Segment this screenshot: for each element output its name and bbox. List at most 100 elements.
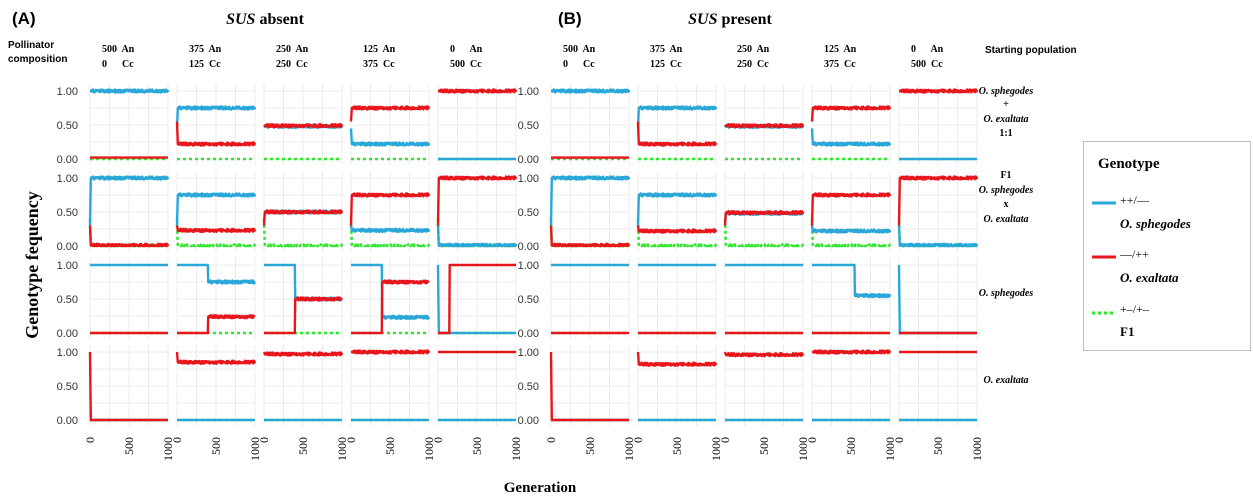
pollinator-label-line1: Pollinator: [8, 40, 54, 51]
series-sphegodes: [176, 263, 257, 285]
y-tick-label: 0.50: [57, 381, 78, 393]
series-exaltata: [262, 351, 344, 357]
y-axis-title: Genotype fequency: [22, 191, 42, 339]
panel-B10: [549, 171, 631, 253]
x-tick-label: 1000: [422, 437, 436, 461]
column-header-bottom: 125 Cc: [650, 59, 682, 70]
x-tick-label: 1000: [161, 437, 175, 461]
x-tick-label: 500: [931, 437, 945, 455]
column-header-top: 250 An: [276, 44, 309, 55]
series-exaltata: [175, 225, 257, 234]
column-header-bottom: 500 Cc: [911, 59, 943, 70]
series-sphegodes: [810, 128, 892, 147]
series-sphegodes: [811, 263, 892, 299]
series-sphegodes: [636, 192, 718, 226]
panel-B21: [637, 258, 717, 340]
panel-A32: [262, 345, 344, 427]
y-tick-label: 1.00: [518, 173, 539, 185]
panel-A02: [262, 84, 344, 166]
legend-code-exaltata: ––/++: [1120, 247, 1149, 261]
series-exaltata: [636, 225, 718, 234]
panel-B34: [898, 345, 978, 427]
series-exaltata: [810, 105, 892, 122]
series-exaltata: [350, 349, 431, 355]
column-header-bottom: 0 Cc: [563, 59, 595, 70]
panel-A24: [436, 258, 517, 340]
panel-B24: [897, 258, 978, 340]
x-tick-label: 0: [718, 437, 732, 443]
row-label-1: 1:1: [999, 128, 1012, 139]
series-sphegodes: [175, 192, 257, 226]
y-tick-label: 1.00: [518, 347, 539, 359]
x-tick-label: 1000: [335, 437, 349, 461]
panel-A14: [436, 171, 518, 253]
x-tick-label: 500: [757, 437, 771, 455]
y-tick-label: 0.50: [518, 294, 539, 306]
series-exaltata: [724, 123, 805, 129]
y-tick-label: 0.50: [57, 120, 78, 132]
y-tick-label: 1.00: [518, 260, 539, 272]
panel-B00: [550, 84, 631, 166]
series-f1: [262, 218, 344, 248]
panel-B32: [723, 345, 805, 427]
series-exaltata: [549, 351, 630, 422]
column-header-bottom: 250 Cc: [276, 59, 308, 70]
series-exaltata: [723, 351, 805, 358]
panel-label-a: (A): [12, 9, 36, 28]
x-tick-label: 1000: [709, 437, 723, 461]
series-exaltata: [437, 88, 518, 94]
y-tick-label: 1.00: [57, 173, 78, 185]
panel-A03: [349, 84, 431, 166]
row-label-2: F1: [1000, 170, 1011, 181]
panel-A10: [88, 171, 170, 253]
panel-B14: [897, 171, 979, 253]
series-sphegodes: [350, 263, 431, 321]
row-label-2: O. exaltata: [984, 214, 1029, 225]
row-label-4: O. exaltata: [984, 375, 1029, 386]
panel-A21: [176, 258, 257, 340]
x-tick-label: 500: [670, 437, 684, 455]
x-tick-label: 500: [583, 437, 597, 455]
x-tick-label: 0: [83, 437, 97, 443]
y-tick-label: 1.00: [518, 86, 539, 98]
y-tick-label: 1.00: [57, 260, 78, 272]
column-header-top: 125 An: [824, 44, 857, 55]
series-f1: [175, 218, 257, 248]
pollinator-label-line2: composition: [8, 54, 67, 65]
row-label-1: O. sphegodes: [979, 86, 1034, 97]
legend-name-exaltata: O. exaltata: [1120, 270, 1179, 285]
series-f1: [723, 218, 805, 248]
series-exaltata: [349, 192, 431, 226]
column-header-top: 500 An: [102, 44, 135, 55]
x-tick-label: 0: [892, 437, 906, 443]
x-tick-label: 0: [631, 437, 645, 443]
y-tick-label: 0.00: [518, 241, 539, 253]
panel-B11: [636, 171, 718, 253]
legend-code-f1: +–/+–: [1120, 302, 1149, 316]
panel-B20: [550, 258, 630, 340]
column-header-bottom: 250 Cc: [737, 59, 769, 70]
x-tick-label: 1000: [970, 437, 984, 461]
column-header-top: 0 An: [450, 44, 483, 55]
x-axis-title: Generation: [504, 480, 577, 496]
series-exaltata: [436, 175, 518, 226]
panel-A33: [350, 345, 431, 427]
panel-B33: [811, 345, 892, 427]
panel-B13: [810, 171, 892, 253]
row-label-1: O. exaltata: [984, 114, 1029, 125]
column-header-bottom: 375 Cc: [824, 59, 856, 70]
series-exaltata: [176, 314, 256, 335]
legend-swatch-f1: [1092, 311, 1116, 315]
panel-A04: [437, 84, 518, 166]
panel-A20: [89, 258, 169, 340]
series-sphegodes: [436, 264, 517, 335]
x-tick-label: 0: [431, 437, 445, 443]
series-exaltata: [636, 121, 718, 147]
legend-title: Genotype: [1098, 156, 1160, 172]
y-tick-label: 0.00: [518, 415, 539, 427]
y-tick-label: 1.00: [57, 347, 78, 359]
x-tick-label: 0: [257, 437, 271, 443]
panel-B04: [898, 84, 979, 166]
series-exaltata: [263, 123, 344, 129]
series-exaltata: [636, 351, 718, 367]
